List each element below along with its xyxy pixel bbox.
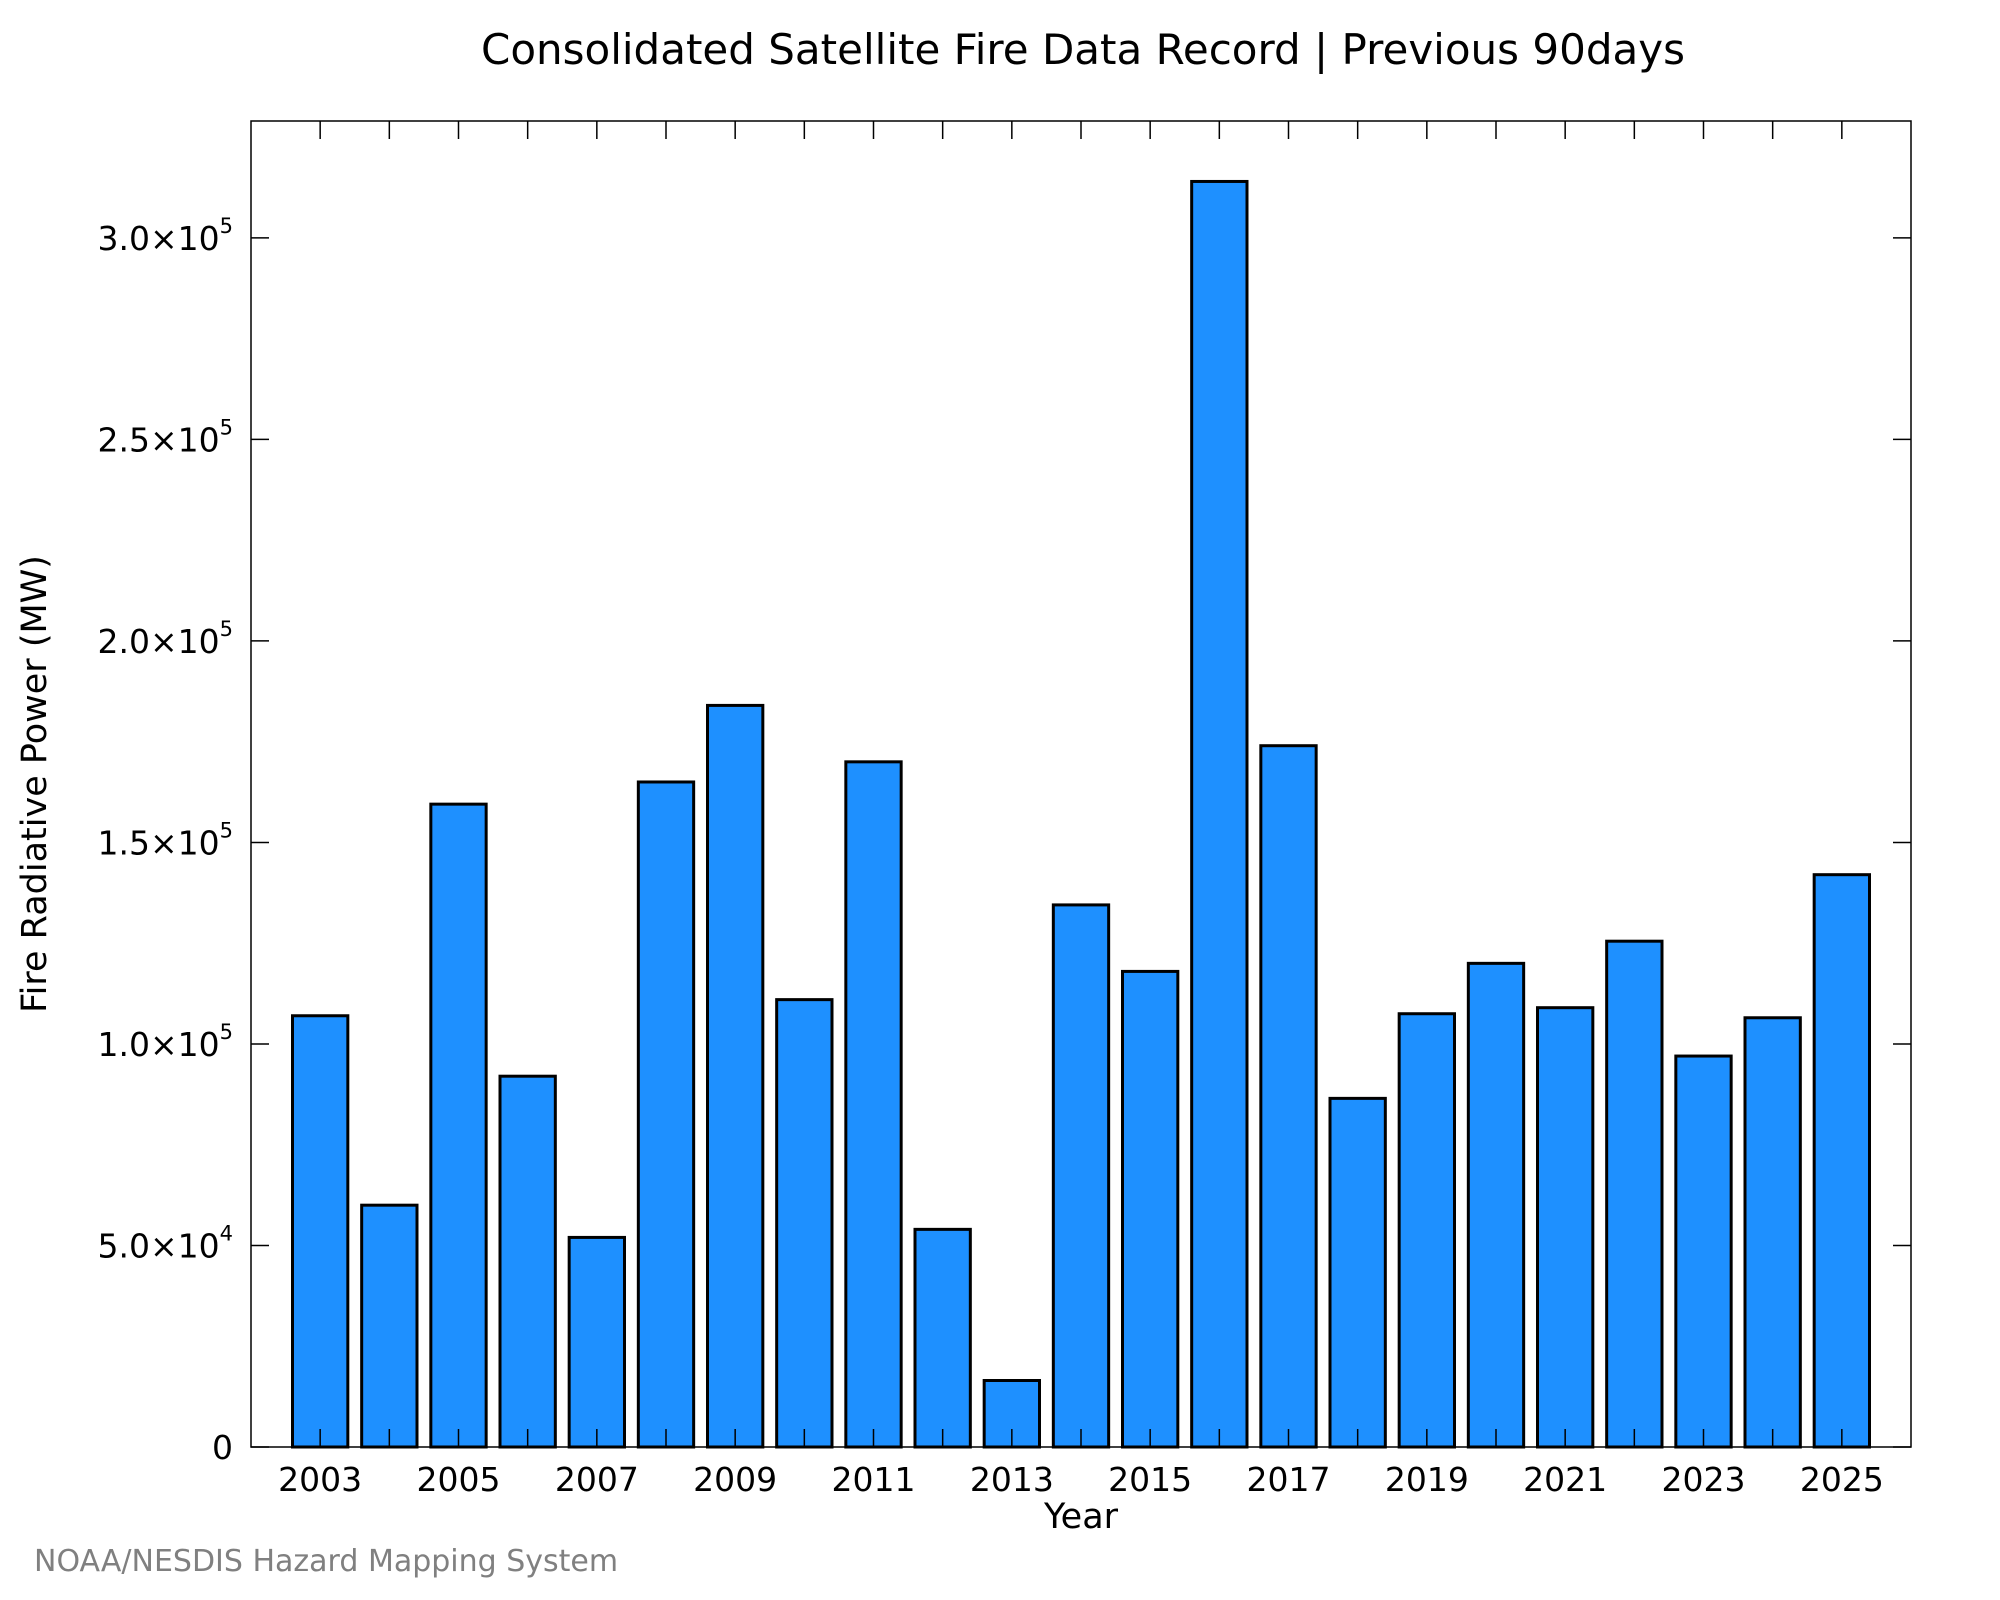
y-tick-label: 2.0×105 — [98, 617, 234, 661]
bar-2007 — [567, 1235, 626, 1449]
x-tick-label: 2013 — [970, 1460, 1054, 1499]
bar-2006 — [498, 1074, 557, 1449]
bar-2004 — [360, 1203, 419, 1449]
bar-2020 — [1466, 961, 1526, 1449]
source-credit: NOAA/NESDIS Hazard Mapping System — [34, 1544, 618, 1579]
bar-2014 — [1051, 903, 1111, 1449]
x-tick-label: 2023 — [1662, 1460, 1746, 1499]
bar-2010 — [775, 998, 834, 1449]
y-tick-label: 2.5×105 — [98, 415, 234, 459]
y-tick-label: 3.0×105 — [98, 214, 234, 258]
bar-2019 — [1397, 1012, 1457, 1449]
y-tick-label: 5.0×104 — [98, 1221, 234, 1265]
bar-2023 — [1674, 1054, 1733, 1449]
bar-2012 — [913, 1227, 972, 1449]
x-tick-label: 2003 — [278, 1460, 362, 1499]
bar-2018 — [1328, 1096, 1387, 1449]
bar-2008 — [636, 780, 696, 1449]
y-tick-label: 1.5×105 — [98, 818, 234, 862]
bar-2017 — [1259, 744, 1318, 1449]
x-tick-label: 2007 — [555, 1460, 639, 1499]
x-tick-label: 2019 — [1385, 1460, 1469, 1499]
bar-2015 — [1121, 969, 1180, 1449]
bar-2011 — [844, 760, 903, 1449]
x-tick-label: 2011 — [832, 1460, 916, 1499]
bar-2005 — [429, 802, 488, 1449]
x-tick-label: 2009 — [693, 1460, 777, 1499]
x-tick-label: 2005 — [417, 1460, 501, 1499]
y-tick-label: 1.0×105 — [98, 1020, 234, 1064]
x-tick-label: 2021 — [1523, 1460, 1607, 1499]
bar-2016 — [1190, 179, 1249, 1449]
y-axis-label: Fire Radiative Power (MW) — [15, 555, 55, 1013]
bar-2025 — [1812, 873, 1872, 1449]
x-tick-label: 2017 — [1247, 1460, 1331, 1499]
bar-2009 — [706, 703, 765, 1449]
x-axis: 2003 2005 2007 2009 2011 2013 2015 2017 2019 2021… — [278, 121, 1884, 1499]
bar-2021 — [1536, 1006, 1595, 1449]
x-tick-label: 2015 — [1108, 1460, 1192, 1499]
bar-2022 — [1605, 939, 1664, 1449]
y-tick-label: 0 — [212, 1428, 233, 1467]
x-tick-label: 2025 — [1800, 1460, 1884, 1499]
bars-layer — [291, 179, 1872, 1449]
y-axis: 0 5.0×104 1.0×105 1.5×105 2.0×105 2.5×105 3.0×… — [98, 214, 1911, 1467]
bar-2024 — [1743, 1016, 1802, 1449]
bar-2003 — [291, 1014, 350, 1449]
x-axis-label: Year — [1043, 1497, 1119, 1537]
chart-title: Consolidated Satellite Fire Data Record … — [481, 25, 1685, 74]
